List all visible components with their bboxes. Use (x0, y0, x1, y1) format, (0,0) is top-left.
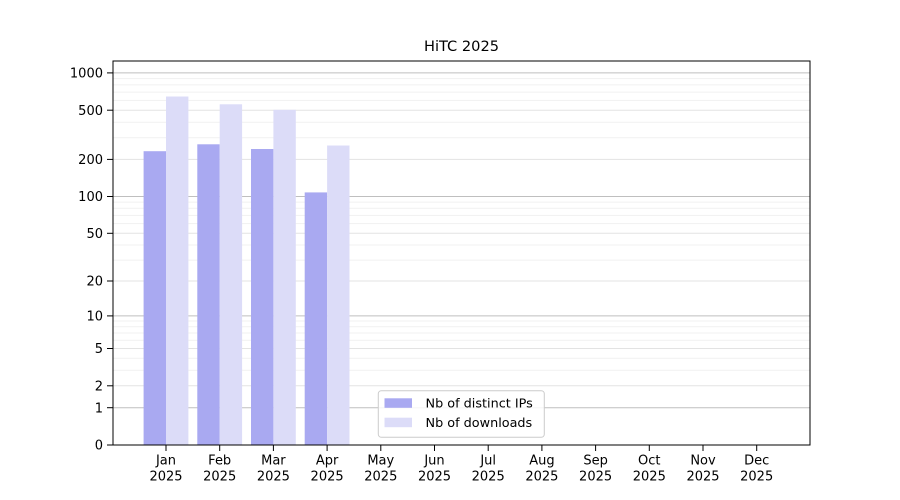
x-tick-year: 2025 (525, 470, 558, 485)
x-tick-year: 2025 (740, 470, 773, 485)
bar-nb-of-distinct-ips-jan (143, 151, 166, 445)
x-tick-month: Apr (316, 454, 339, 469)
x-tick-label-jul: Jul 2025 (472, 454, 505, 485)
x-tick-year: 2025 (579, 470, 612, 485)
x-tick-year: 2025 (203, 470, 236, 485)
y-axis: 0 1 2 5 10 20 50 100 200 500 1000 (70, 66, 113, 454)
y-tick-label: 5 (95, 342, 103, 357)
y-tick-label: 50 (86, 227, 103, 242)
plot-border (112, 60, 811, 446)
x-tick-label-nov: Nov 2025 (686, 454, 719, 485)
y-tick-label: 0 (95, 439, 103, 454)
x-tick-label-aug: Aug 2025 (525, 454, 558, 485)
bar-nb-of-distinct-ips-mar (251, 149, 274, 445)
bar-nb-of-downloads-apr (327, 145, 350, 445)
legend-box (377, 390, 545, 438)
x-tick-year: 2025 (472, 470, 505, 485)
x-tick-label-apr: Apr 2025 (311, 454, 344, 485)
x-tick-label-may: May 2025 (364, 454, 397, 485)
x-tick-month: Mar (261, 454, 286, 469)
bar-nb-of-downloads-jan (166, 96, 189, 445)
bar-nb-of-downloads-feb (219, 104, 243, 446)
chart-title: HiTC 2025 (424, 38, 499, 55)
bar-nb-of-distinct-ips-apr (304, 192, 328, 445)
x-tick-label-jan: Jan 2025 (149, 454, 182, 485)
legend-label-1: Nb of downloads (426, 416, 533, 431)
x-tick-month: Nov (690, 454, 716, 469)
x-tick-year: 2025 (149, 470, 182, 485)
x-tick-label-mar: Mar 2025 (257, 454, 290, 485)
x-tick-month: Dec (744, 454, 769, 469)
x-tick-label-feb: Feb 2025 (203, 454, 236, 485)
legend: Nb of distinct IPs Nb of downloads (377, 390, 545, 438)
legend-swatch-1 (384, 417, 412, 428)
x-tick-label-dec: Dec 2025 (740, 454, 773, 485)
legend-label-0: Nb of distinct IPs (426, 397, 534, 412)
x-tick-year: 2025 (633, 470, 666, 485)
y-tick-label: 1000 (70, 66, 103, 81)
y-tick-label: 2 (95, 379, 103, 394)
bar-nb-of-distinct-ips-feb (197, 144, 220, 446)
legend-swatch-0 (384, 398, 412, 408)
x-tick-month: Feb (208, 454, 231, 469)
y-tick-label: 100 (78, 190, 103, 205)
x-tick-year: 2025 (686, 470, 719, 485)
x-tick-month: Jul (479, 454, 496, 469)
x-tick-label-sep: Sep 2025 (579, 454, 612, 485)
y-tick-label: 200 (78, 153, 103, 168)
x-tick-month: Jan (155, 454, 176, 469)
bars (143, 96, 350, 446)
y-tick-label: 20 (86, 275, 103, 290)
x-tick-month: Jun (423, 454, 444, 469)
x-tick-month: Aug (529, 454, 554, 469)
x-tick-label-oct: Oct 2025 (633, 454, 666, 485)
x-tick-year: 2025 (364, 470, 397, 485)
x-tick-month: Sep (583, 454, 608, 469)
y-tick-label: 500 (78, 104, 103, 119)
x-tick-year: 2025 (311, 470, 344, 485)
bar-nb-of-downloads-mar (273, 109, 296, 446)
x-tick-month: May (367, 454, 394, 469)
y-tick-label: 10 (86, 309, 103, 324)
x-tick-year: 2025 (418, 470, 451, 485)
x-tick-year: 2025 (257, 470, 290, 485)
x-tick-label-jun: Jun 2025 (418, 454, 451, 485)
x-tick-month: Oct (638, 454, 660, 469)
y-tick-label: 1 (95, 401, 103, 416)
